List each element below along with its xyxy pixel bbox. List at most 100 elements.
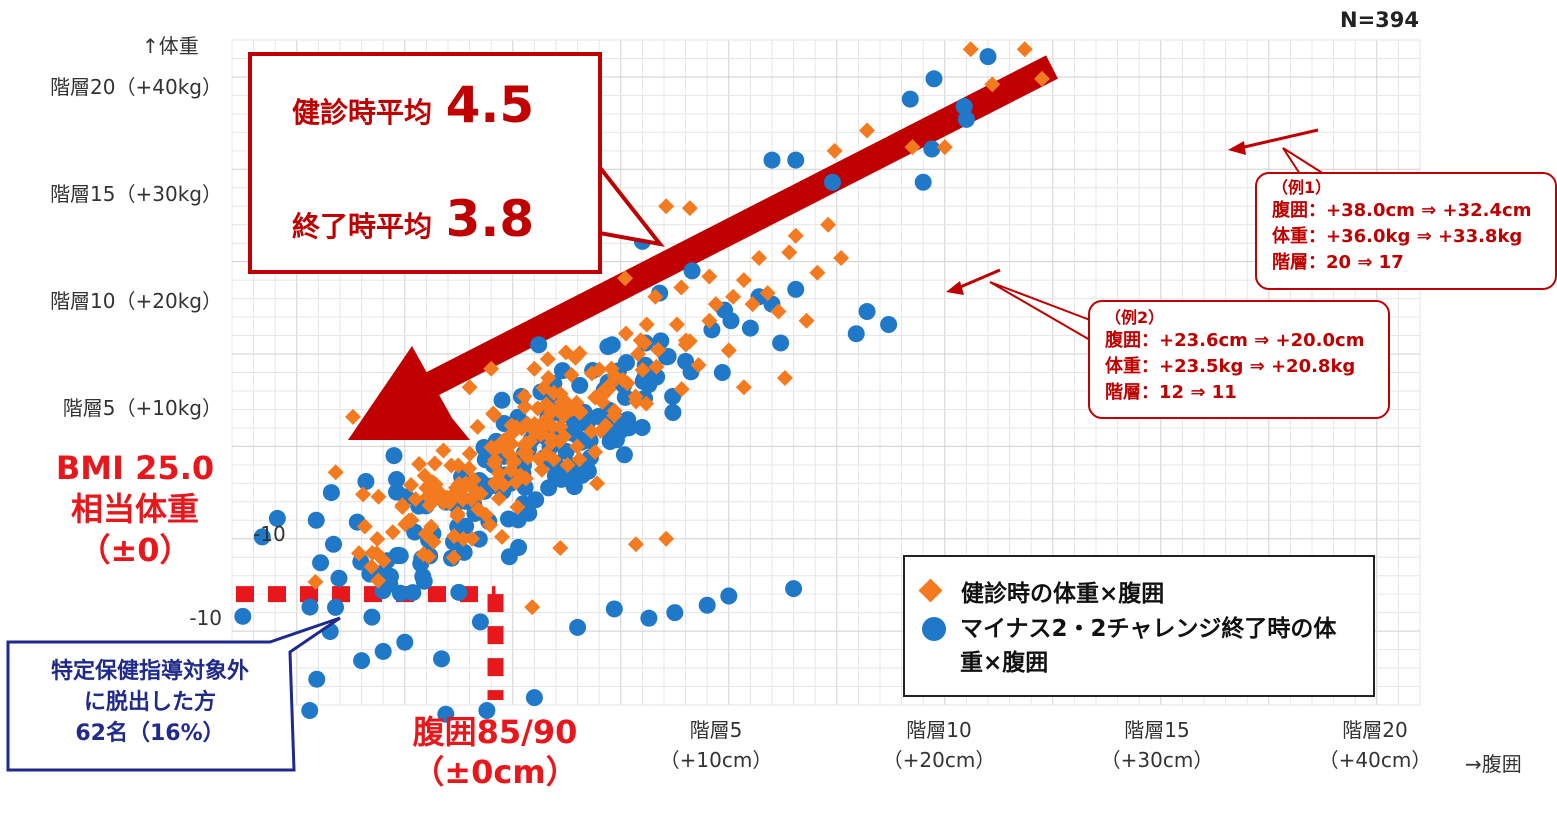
legend: [903, 555, 1375, 697]
checkup-point: [701, 268, 718, 285]
summary-tail: [592, 158, 665, 247]
checkup-point: [558, 344, 575, 361]
checkup-point: [516, 398, 533, 415]
end-point: [914, 173, 932, 191]
waist-line1: 腹囲85/90: [412, 713, 578, 751]
checkup-point: [904, 139, 921, 156]
end-point: [391, 547, 409, 565]
checkup-point: [535, 379, 552, 396]
checkup-point: [634, 361, 651, 378]
end-point: [772, 334, 790, 352]
end-point: [923, 140, 941, 158]
exit-callout-text: 特定保健指導対象外 に脱出した方 62名（16%）: [14, 656, 286, 749]
checkup-point: [483, 439, 500, 456]
checkup-point: [369, 530, 386, 547]
bmi-line3: （±0）: [78, 531, 192, 569]
x-tick-15: 階層15 （+30cm）: [1087, 715, 1227, 775]
example2-level: 階層：12 ⇒ 11: [1105, 382, 1237, 403]
end-point: [785, 580, 803, 598]
checkup-point: [648, 358, 665, 375]
end-point: [720, 587, 738, 605]
x-tick-10: 階層10 （+20cm）: [869, 715, 1009, 775]
end-point: [540, 479, 558, 497]
end-point: [666, 604, 684, 622]
example2-arrow: [957, 268, 1001, 290]
end-point: [787, 151, 805, 169]
checkup-point: [751, 249, 768, 266]
end-point: [957, 110, 975, 128]
end-point: [385, 447, 403, 465]
checkup-point: [589, 475, 606, 492]
example2-box: [1088, 300, 1390, 419]
checkup-point: [617, 270, 634, 287]
checkup-point: [355, 486, 372, 503]
end-point: [901, 90, 919, 108]
end-point: [327, 598, 345, 616]
y-axis-label: ↑体重: [142, 34, 199, 58]
checkup-point: [606, 367, 623, 384]
end-point: [617, 354, 635, 372]
exit-line3: 62名（16%）: [75, 721, 225, 746]
end-point: [525, 689, 543, 707]
checkup-point: [344, 408, 361, 425]
summary-line1: 健診時平均 4.5: [292, 76, 534, 134]
end-point: [406, 523, 424, 541]
checkup-point: [445, 549, 462, 566]
end-point: [823, 173, 841, 191]
end-point: [450, 583, 468, 601]
example2-waist: 腹囲：+23.6cm ⇒ +20.0cm: [1105, 330, 1365, 351]
end-point: [858, 303, 876, 321]
checkup-point: [449, 505, 466, 522]
bmi-line1: BMI 25.0: [55, 449, 215, 487]
end-point: [396, 633, 414, 651]
end-point: [325, 535, 343, 553]
checkup-point: [517, 417, 534, 434]
y-tick-neg10: -10: [189, 606, 222, 630]
checkup-point: [936, 139, 953, 156]
checkup-point: [403, 477, 420, 494]
checkup-point: [647, 288, 664, 305]
checkup-point: [569, 438, 586, 455]
summary-line2-label: 終了時平均: [292, 210, 433, 243]
checkup-point: [426, 455, 443, 472]
checkup-point: [435, 494, 452, 511]
checkup-point: [809, 264, 826, 281]
legend-label-end: マイナス2・2チャレンジ終了時の体重×腹囲: [960, 616, 1337, 676]
big-arrow-head: [348, 346, 470, 440]
end-point: [234, 607, 252, 625]
end-point: [414, 567, 432, 585]
legend-circle-icon: [922, 617, 946, 641]
checkup-point: [564, 401, 581, 418]
checkup-point: [638, 316, 655, 333]
x-tick-10-line2: （+20cm）: [882, 748, 996, 772]
checkup-point: [494, 528, 510, 545]
x-tick-15-line1: 階層15: [1124, 718, 1190, 742]
checkup-point: [787, 227, 804, 244]
checkup-point: [735, 272, 752, 289]
checkup-point: [770, 303, 787, 320]
legend-item-end: マイナス2・2チャレンジ終了時の体重×腹囲: [922, 612, 1362, 680]
checkup-point: [759, 285, 776, 302]
end-point: [457, 517, 475, 535]
checkup-point: [701, 312, 718, 329]
checkup-point: [394, 497, 411, 514]
checkup-point: [658, 198, 675, 215]
summary-line2: 終了時平均 3.8: [292, 190, 534, 248]
end-point: [312, 554, 330, 572]
checkup-point: [424, 485, 441, 502]
checkup-point: [984, 76, 1001, 93]
checkup-point: [529, 400, 546, 417]
checkup-point: [370, 572, 387, 589]
checkup-point: [597, 417, 614, 434]
checkup-point: [461, 379, 478, 396]
end-point: [404, 584, 422, 602]
checkup-point: [591, 361, 608, 378]
end-point: [330, 569, 348, 587]
end-point: [640, 609, 658, 627]
summary-line1-label: 健診時平均: [292, 96, 433, 129]
x-tick-20-line2: （+40cm）: [1318, 748, 1432, 772]
waist-line2: （±0cm）: [412, 753, 578, 791]
end-point: [527, 491, 545, 509]
checkup-point: [363, 558, 380, 575]
checkup-point: [859, 122, 876, 139]
